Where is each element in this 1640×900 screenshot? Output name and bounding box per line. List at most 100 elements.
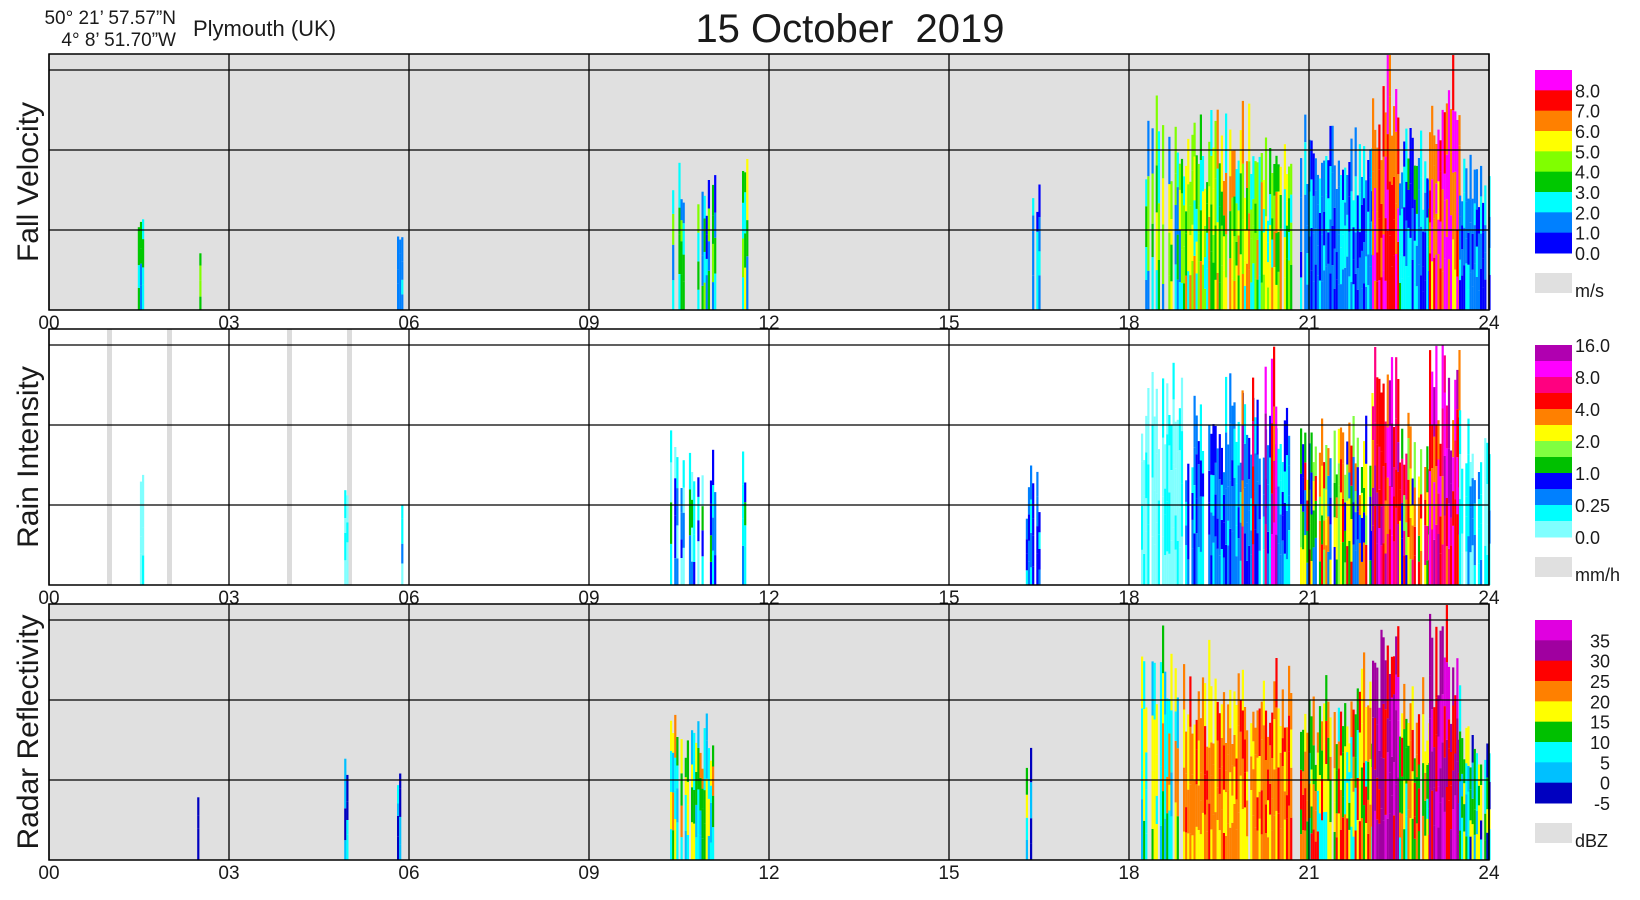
heatmap-cell bbox=[1225, 277, 1228, 310]
heatmap-cell bbox=[1397, 442, 1400, 472]
heatmap-cell bbox=[1413, 838, 1416, 860]
heatmap-cell bbox=[1405, 718, 1408, 748]
heatmap-cell bbox=[1216, 222, 1219, 273]
heatmap-cell bbox=[1277, 231, 1280, 272]
heatmap-cell bbox=[672, 213, 675, 245]
heatmap-cell bbox=[1214, 279, 1217, 310]
heatmap-cell bbox=[1168, 445, 1171, 493]
heatmap-cell bbox=[1477, 233, 1481, 256]
heatmap-cell bbox=[1252, 199, 1255, 226]
heatmap-cell bbox=[1264, 804, 1268, 833]
heatmap-cell bbox=[1459, 216, 1462, 260]
heatmap-cell bbox=[1443, 355, 1446, 393]
heatmap-cell bbox=[1350, 485, 1353, 519]
heatmap-cell bbox=[714, 175, 717, 213]
heatmap-cell bbox=[1204, 288, 1207, 310]
heatmap-cell bbox=[1166, 434, 1169, 502]
heatmap-cell bbox=[1477, 563, 1481, 585]
heatmap-cell bbox=[1447, 748, 1451, 801]
heatmap-cell bbox=[1176, 234, 1179, 280]
heatmap-cell bbox=[703, 790, 706, 824]
heatmap-cell bbox=[1426, 560, 1429, 585]
heatmap-cell bbox=[1473, 203, 1476, 226]
heatmap-cell bbox=[1281, 540, 1284, 585]
heatmap-cell bbox=[714, 237, 717, 274]
heatmap-cell bbox=[1267, 287, 1270, 310]
heatmap-cell bbox=[1174, 264, 1177, 310]
heatmap-cell bbox=[1356, 539, 1359, 585]
heatmap-cell bbox=[1270, 493, 1274, 534]
heatmap-cell bbox=[1413, 758, 1416, 783]
heatmap-cell bbox=[1380, 392, 1383, 452]
heatmap-cell bbox=[139, 536, 143, 554]
heatmap-cell bbox=[1187, 833, 1190, 860]
heatmap-cell bbox=[1473, 225, 1476, 264]
heatmap-cell bbox=[1367, 285, 1370, 310]
heatmap-cell bbox=[1477, 207, 1481, 234]
heatmap-cell bbox=[1424, 564, 1427, 585]
heatmap-cell bbox=[1260, 701, 1263, 740]
heatmap-cell bbox=[344, 784, 347, 809]
heatmap-cell bbox=[1250, 174, 1253, 210]
heatmap-cell bbox=[1450, 483, 1453, 518]
heatmap-cell bbox=[1227, 545, 1230, 585]
heatmap-cell bbox=[1431, 424, 1434, 469]
heatmap-cell bbox=[1143, 763, 1146, 821]
heatmap-cell bbox=[1235, 705, 1238, 759]
heatmap-cell bbox=[1350, 519, 1353, 562]
heatmap-cell bbox=[1477, 764, 1481, 786]
heatmap-cell bbox=[1429, 132, 1432, 191]
heatmap-cell bbox=[397, 815, 400, 837]
heatmap-cell bbox=[1374, 718, 1377, 770]
heatmap-cell bbox=[1443, 392, 1446, 456]
heatmap-cell bbox=[1218, 434, 1221, 480]
heatmap-cell bbox=[1300, 158, 1303, 198]
heatmap-cell bbox=[1025, 817, 1028, 840]
heatmap-cell bbox=[672, 792, 675, 831]
heatmap-cell bbox=[344, 560, 347, 585]
heatmap-cell bbox=[709, 535, 713, 562]
heatmap-cell bbox=[744, 192, 747, 234]
heatmap-cell bbox=[1409, 559, 1412, 585]
heatmap-cell bbox=[399, 816, 402, 845]
heatmap-cell bbox=[688, 559, 692, 585]
heatmap-cell bbox=[1393, 496, 1396, 542]
heatmap-cell bbox=[1176, 187, 1179, 235]
heatmap-cell bbox=[1275, 534, 1278, 585]
heatmap-cell bbox=[1318, 280, 1322, 310]
heatmap-cell bbox=[1279, 194, 1282, 229]
heatmap-cell bbox=[682, 202, 685, 224]
heatmap-cell bbox=[1325, 675, 1328, 721]
legend-label: 7.0 bbox=[1575, 102, 1600, 122]
heatmap-cell bbox=[1367, 799, 1370, 834]
heatmap-cell bbox=[1281, 738, 1284, 766]
heatmap-cell bbox=[1459, 259, 1462, 281]
heatmap-cell bbox=[1344, 202, 1347, 226]
heatmap-cell bbox=[1424, 161, 1427, 193]
heatmap-cell bbox=[1393, 106, 1396, 177]
heatmap-cell bbox=[1269, 502, 1272, 549]
heatmap-cell bbox=[1409, 264, 1412, 310]
heatmap-cell bbox=[1399, 256, 1402, 283]
heatmap-cell bbox=[703, 218, 706, 252]
heatmap-cell bbox=[1216, 272, 1219, 310]
heatmap-cell bbox=[686, 804, 689, 835]
heatmap-cell bbox=[1270, 533, 1274, 585]
heatmap-cell bbox=[1465, 551, 1468, 585]
heatmap-cell bbox=[1032, 244, 1035, 276]
heatmap-cell bbox=[680, 220, 683, 242]
heatmap-cell bbox=[1312, 745, 1315, 785]
heatmap-cell bbox=[1025, 794, 1028, 818]
heatmap-cell bbox=[1395, 710, 1398, 785]
heatmap-cell bbox=[1246, 484, 1249, 523]
heatmap-cell bbox=[1433, 707, 1436, 748]
heatmap-cell bbox=[1382, 383, 1385, 428]
heatmap-cell bbox=[1170, 181, 1173, 219]
heatmap-cell bbox=[1348, 472, 1351, 499]
heatmap-cell bbox=[1356, 511, 1359, 540]
heatmap-cell bbox=[1358, 232, 1361, 258]
heatmap-cell bbox=[1248, 437, 1251, 480]
heatmap-cell bbox=[1316, 275, 1319, 310]
heatmap-cell bbox=[1271, 712, 1274, 758]
